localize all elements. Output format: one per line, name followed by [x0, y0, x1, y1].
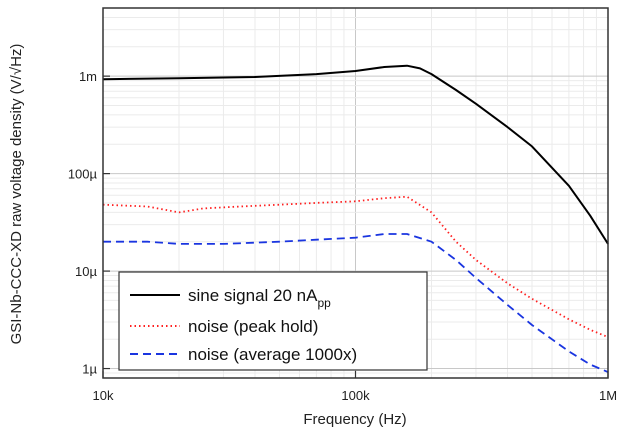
y-tick-label: 1m: [79, 69, 97, 84]
series-sine-signal: [102, 64, 609, 245]
x-tick-label: 1M: [599, 388, 617, 403]
legend-label-peak-hold: noise (peak hold): [188, 317, 318, 336]
x-axis-title: Frequency (Hz): [303, 411, 406, 428]
legend-label-average: noise (average 1000x): [188, 345, 357, 364]
legend: sine signal 20 nApp noise (peak hold) no…: [118, 271, 428, 371]
y-tick-label: 100µ: [68, 167, 98, 182]
x-tick-label: 100k: [341, 388, 370, 403]
series-layer: [102, 64, 609, 373]
legend-label-sine-signal-main: sine signal 20 nA: [188, 286, 318, 305]
y-tick-label: 10µ: [75, 264, 97, 279]
x-tick-label: 10k: [93, 388, 114, 403]
legend-label-sine-signal-subscript: pp: [317, 296, 331, 310]
series-noise-peak-hold: [102, 195, 609, 338]
y-axis-title: GSI-Nb-CCC-XD raw voltage density (V/√Hz…: [8, 44, 25, 345]
tick-layer: 10k 100k 1M 1µ 10µ 100µ 1m: [68, 69, 617, 403]
series-noise-average: [103, 233, 609, 373]
y-tick-label: 1µ: [82, 362, 97, 377]
legend-label-sine-signal: sine signal 20 nApp: [188, 286, 331, 310]
